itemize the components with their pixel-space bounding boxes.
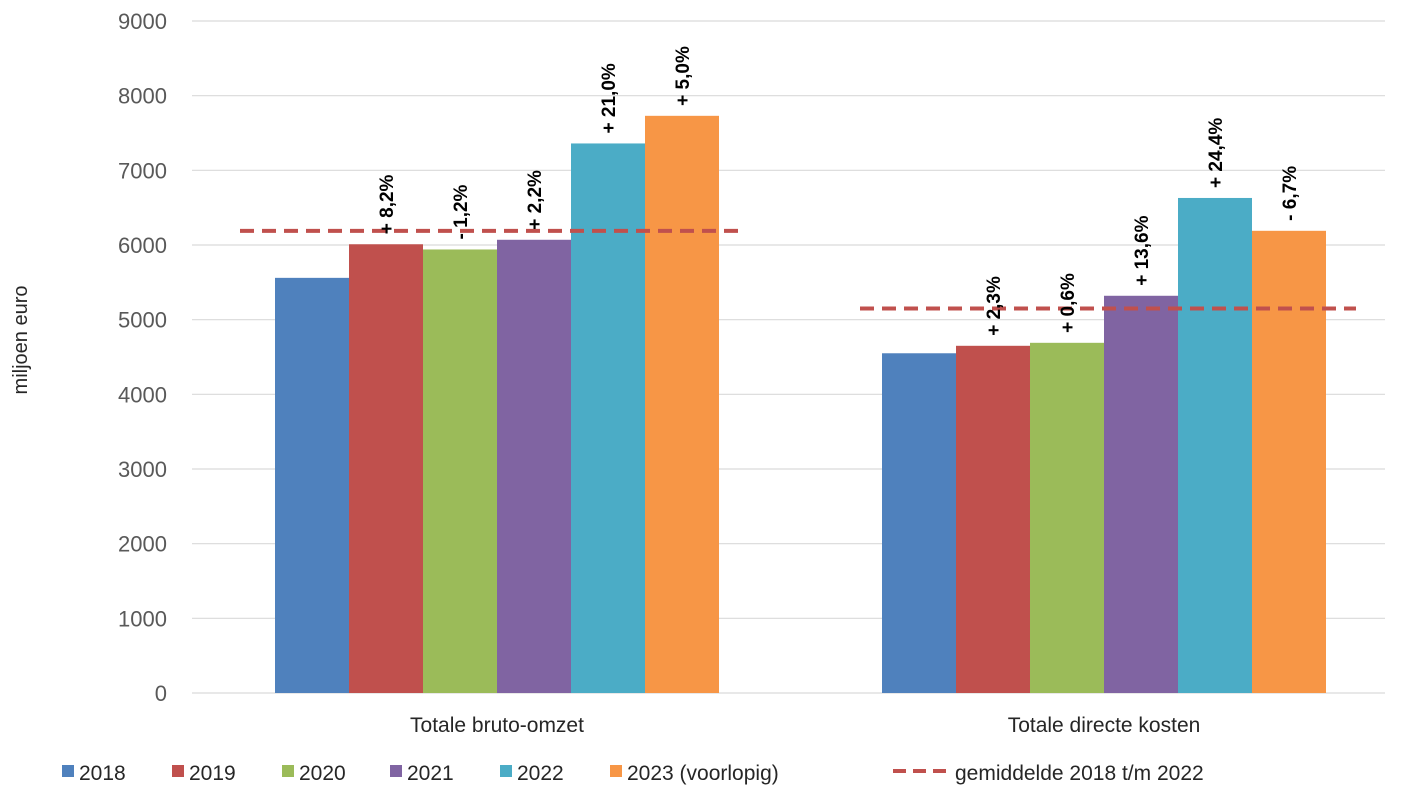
bar [645, 115, 719, 694]
bar [275, 277, 349, 693]
bar [882, 353, 956, 693]
bar-change-label: + 0,6% [1058, 273, 1079, 333]
bar-change-label: - 1,2% [451, 184, 472, 239]
legend-label-average: gemiddelde 2018 t/m 2022 [955, 762, 1204, 785]
bars [275, 115, 1326, 694]
y-tick-label: 4000 [118, 382, 167, 407]
bar [349, 244, 423, 693]
legend-swatch [500, 765, 512, 777]
y-tick-label: 1000 [118, 606, 167, 631]
bar [1104, 295, 1178, 693]
bar-change-label: + 8,2% [377, 174, 398, 234]
y-tick-label: 7000 [118, 158, 167, 183]
legend-swatch [390, 765, 402, 777]
legend: 2018 2019 2020 2021 2022 2023 (voorlopig) gemi… [62, 762, 1204, 785]
category-label: Totale bruto-omzet [410, 714, 584, 737]
y-tick-label: 2000 [118, 532, 167, 557]
legend-label: 2021 [407, 762, 454, 785]
y-tick-label: 5000 [118, 308, 167, 333]
legend-label: 2022 [517, 762, 564, 785]
bar-change-label: + 21,0% [599, 63, 620, 133]
bar-change-label: + 13,6% [1132, 215, 1153, 285]
y-axis-label: miljoen euro [10, 286, 32, 395]
legend-label: 2020 [299, 762, 346, 785]
legend-swatch [62, 765, 74, 777]
bar [1252, 230, 1326, 693]
bar [956, 345, 1030, 693]
category-labels: Totale bruto-omzet Totale directe kosten [410, 714, 1200, 737]
bar-change-label: + 5,0% [673, 46, 694, 106]
y-tick-label: 0 [155, 681, 167, 706]
y-tick-label: 8000 [118, 84, 167, 109]
y-tick-label: 9000 [118, 9, 167, 34]
legend-swatch [172, 765, 184, 777]
legend-label: 2019 [189, 762, 236, 785]
legend-label: 2023 (voorlopig) [627, 762, 779, 785]
y-tick-label: 3000 [118, 457, 167, 482]
y-tick-label: 6000 [118, 233, 167, 258]
average-lines [240, 228, 1356, 311]
y-axis-ticks: 0 1000 2000 3000 4000 5000 6000 7000 8000 9000 [118, 9, 167, 706]
bar-change-label: + 2,3% [984, 276, 1005, 336]
bar-change-label: - 6,7% [1280, 166, 1301, 221]
legend-label: 2018 [79, 762, 126, 785]
category-label: Totale directe kosten [1008, 714, 1201, 737]
legend-swatch [610, 765, 622, 777]
bar [571, 143, 645, 693]
bar [497, 239, 571, 694]
bar [1030, 342, 1104, 693]
change-annotations: + 8,2% + 2,3% - 1,2% + 0,6% + 2,2% + 13,6% + 2… [377, 46, 1301, 336]
legend-swatch [282, 765, 294, 777]
bar [423, 249, 497, 694]
bar-change-label: + 24,4% [1206, 118, 1227, 188]
bar [1178, 197, 1252, 693]
bar-change-label: + 2,2% [525, 170, 546, 230]
